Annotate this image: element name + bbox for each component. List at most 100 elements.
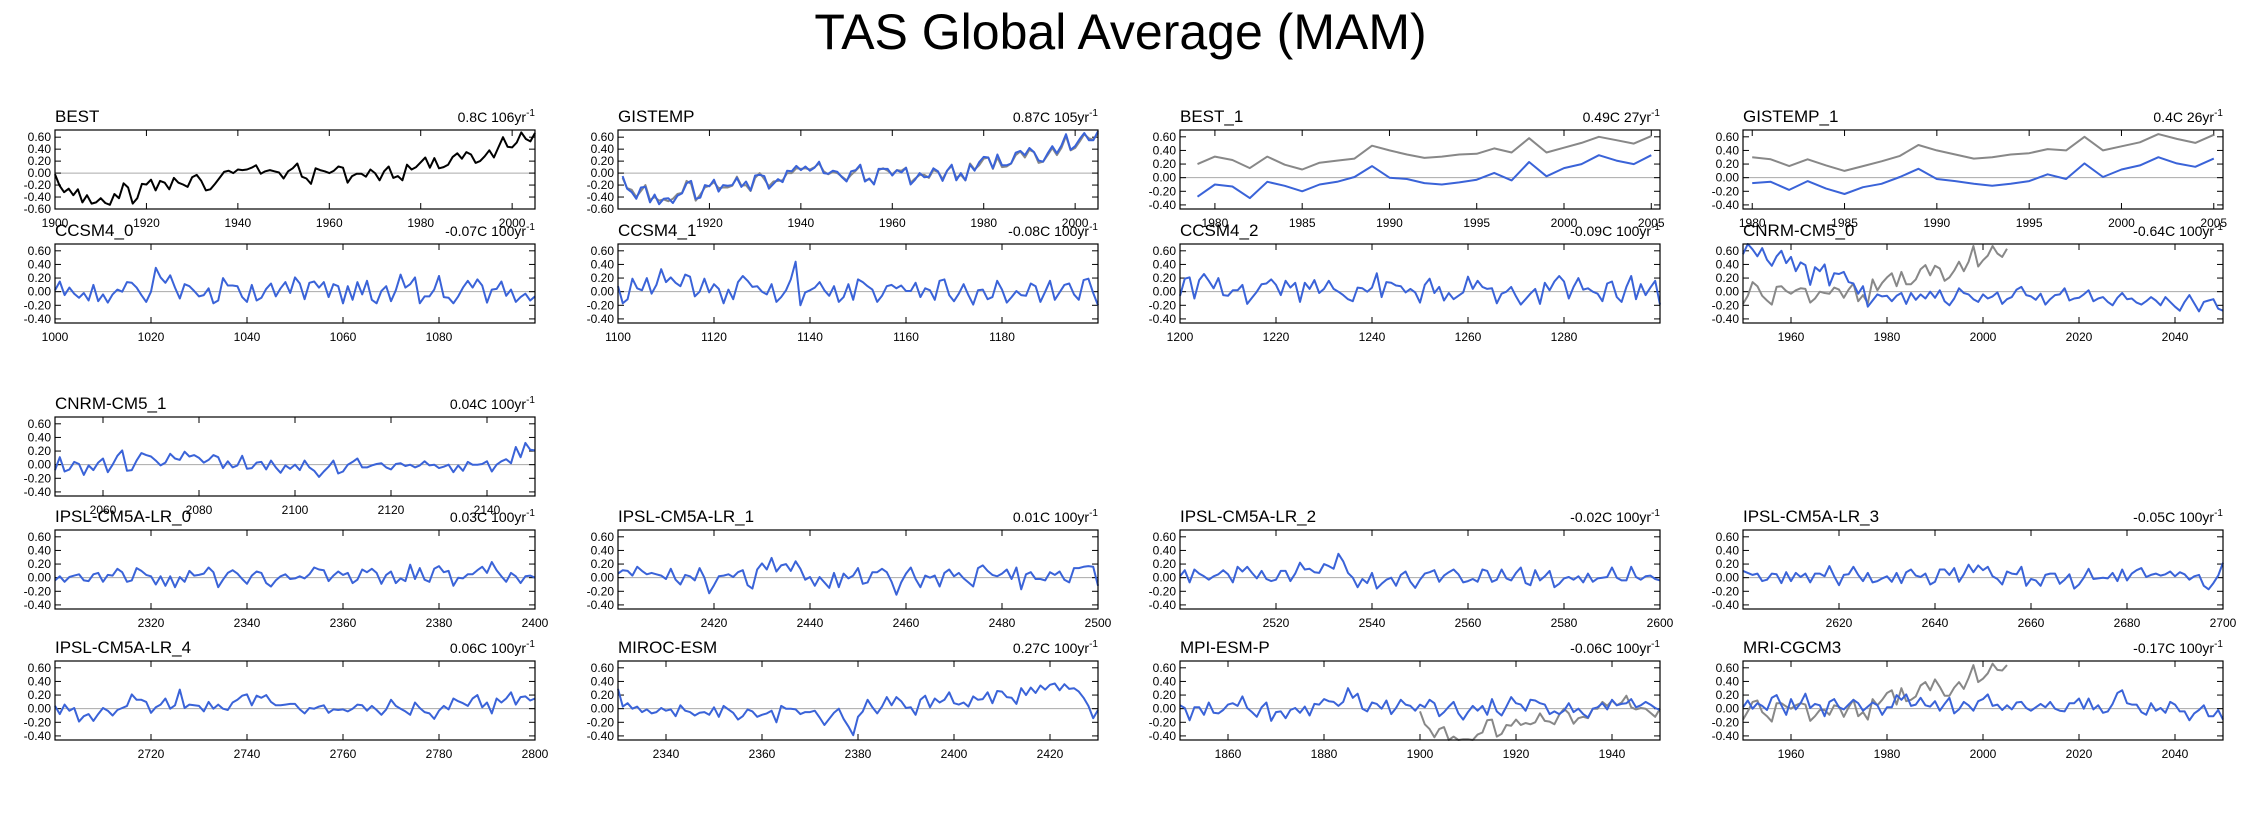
y-tick-label: -0.40 bbox=[1149, 729, 1177, 743]
panel: CNRM-CM5_0 -0.64C 100yr-1 0.600.400.200.00… bbox=[1712, 221, 2224, 344]
y-tick-label: -0.40 bbox=[1712, 198, 1740, 212]
y-tick-label: 0.40 bbox=[28, 543, 52, 557]
y-tick-label: 0.60 bbox=[28, 417, 52, 431]
x-tick-label: 2680 bbox=[2114, 616, 2141, 630]
x-tick-label: 1980 bbox=[1874, 747, 1901, 761]
x-tick-label: 1980 bbox=[1739, 216, 1766, 230]
x-tick-label: 1180 bbox=[989, 330, 1015, 344]
y-tick-label: 0.00 bbox=[1153, 285, 1177, 299]
y-tick-label: 0.40 bbox=[28, 257, 52, 271]
panel-title: MRI-CGCM3 bbox=[1743, 638, 1841, 657]
y-tick-label: -0.40 bbox=[587, 190, 615, 204]
y-tick-label: 0.20 bbox=[591, 271, 615, 285]
trend-value: -0.05C 100yr bbox=[2133, 509, 2214, 525]
panel: MPI-ESM-P -0.06C 100yr-10.600.400.200.00-… bbox=[1149, 638, 1661, 761]
panel-title: IPSL-CM5A-LR_3 bbox=[1743, 507, 1879, 526]
trend-unit-superscript: -1 bbox=[1651, 508, 1660, 519]
panel-title: IPSL-CM5A-LR_4 bbox=[55, 638, 191, 657]
y-tick-label: 0.00 bbox=[28, 166, 52, 180]
y-tick-label: 0.00 bbox=[591, 166, 615, 180]
y-tick-label: 0.40 bbox=[1716, 674, 1740, 688]
x-tick-label: 1960 bbox=[1778, 747, 1805, 761]
y-tick-label: 0.40 bbox=[28, 142, 52, 156]
panel: CCSM4_1 -0.08C 100yr-10.600.400.200.00-0.… bbox=[587, 221, 1099, 344]
y-tick-label: 0.60 bbox=[1716, 530, 1740, 544]
plot-frame bbox=[1179, 243, 1661, 324]
series-line-model bbox=[1752, 156, 2215, 195]
y-tick-label: 0.20 bbox=[1716, 688, 1740, 702]
plot-frame bbox=[1742, 243, 2224, 324]
x-tick-label: 2760 bbox=[330, 747, 357, 761]
y-tick-label: 0.20 bbox=[1153, 557, 1177, 571]
y-tick-label: -0.40 bbox=[1149, 598, 1177, 612]
y-tick-label: 0.00 bbox=[591, 702, 615, 716]
y-tick-label: 0.00 bbox=[1153, 171, 1177, 185]
x-tick-label: 2005 bbox=[2200, 216, 2227, 230]
x-tick-label: 2580 bbox=[1551, 616, 1578, 630]
trend-value: 0.27C 100yr bbox=[1013, 640, 1090, 656]
x-tick-label: 1120 bbox=[701, 330, 727, 344]
plot-frame bbox=[1742, 129, 2224, 210]
y-tick-label: 0.40 bbox=[1716, 257, 1740, 271]
y-tick-label: 0.40 bbox=[28, 674, 52, 688]
series-line-model bbox=[1742, 689, 2224, 722]
trend-label: -0.08C 100yr-1 bbox=[1008, 222, 1098, 239]
x-tick-label: 2040 bbox=[2162, 747, 2189, 761]
y-tick-label: -0.40 bbox=[1712, 312, 1740, 326]
trend-unit-superscript: -1 bbox=[526, 508, 535, 519]
panel: GISTEMP_1 0.4C 26yr-10.600.400.200.00-0.2… bbox=[1712, 107, 2228, 230]
y-tick-label: 0.20 bbox=[1153, 688, 1177, 702]
x-tick-label: 2000 bbox=[1970, 330, 1997, 344]
plot-frame bbox=[54, 529, 536, 610]
y-tick-label: -0.20 bbox=[587, 584, 615, 598]
x-tick-label: 2400 bbox=[941, 747, 968, 761]
figure-title: TAS Global Average (MAM) bbox=[814, 4, 1427, 60]
trend-unit-superscript: -1 bbox=[1089, 639, 1098, 650]
series-line-model bbox=[1179, 552, 1661, 590]
x-tick-label: 1900 bbox=[1407, 747, 1434, 761]
trend-label: -0.17C 100yr-1 bbox=[2133, 639, 2223, 656]
trend-label: 0.27C 100yr-1 bbox=[1013, 639, 1099, 656]
x-tick-label: 1280 bbox=[1551, 330, 1578, 344]
trend-unit-superscript: -1 bbox=[2214, 639, 2223, 650]
y-tick-label: 0.60 bbox=[591, 530, 615, 544]
trend-value: -0.09C 100yr bbox=[1570, 223, 1651, 239]
y-tick-label: -0.20 bbox=[1712, 184, 1740, 198]
trend-unit-superscript: -1 bbox=[1651, 108, 1660, 119]
trend-unit-superscript: -1 bbox=[526, 108, 535, 119]
y-tick-label: -0.20 bbox=[1149, 715, 1177, 729]
trend-value: 0.03C 100yr bbox=[450, 509, 527, 525]
panel-title: GISTEMP_1 bbox=[1743, 107, 1838, 126]
series-line-model bbox=[54, 561, 536, 589]
series-line-obs bbox=[1752, 133, 2215, 172]
x-tick-label: 1990 bbox=[1923, 216, 1950, 230]
x-tick-label: 2720 bbox=[138, 747, 165, 761]
trend-value: -0.02C 100yr bbox=[1570, 509, 1651, 525]
y-tick-label: 0.20 bbox=[28, 557, 52, 571]
x-tick-label: 1980 bbox=[407, 216, 434, 230]
panel-title: MPI-ESM-P bbox=[1180, 638, 1270, 657]
trend-label: 0.03C 100yr-1 bbox=[450, 508, 536, 525]
series-line-model bbox=[1196, 154, 1652, 200]
x-tick-label: 2320 bbox=[138, 616, 165, 630]
y-tick-label: 0.20 bbox=[591, 154, 615, 168]
y-tick-label: -0.20 bbox=[587, 178, 615, 192]
panel: IPSL-CM5A-LR_2 -0.02C 100yr-1 0.600.400.20… bbox=[1149, 507, 1674, 630]
panel: IPSL-CM5A-LR_3 -0.05C 100yr-1 0.600.400.20… bbox=[1712, 507, 2237, 630]
x-tick-label: 2340 bbox=[653, 747, 680, 761]
series-line-model bbox=[1742, 243, 2224, 313]
y-tick-label: -0.20 bbox=[1149, 584, 1177, 598]
y-tick-label: 0.60 bbox=[1716, 661, 1740, 675]
trend-unit-superscript: -1 bbox=[1089, 108, 1098, 119]
panel-title: CCSM4_2 bbox=[1180, 221, 1258, 240]
trend-label: -0.06C 100yr-1 bbox=[1570, 639, 1660, 656]
series-line-model bbox=[621, 130, 1099, 206]
y-tick-label: 0.40 bbox=[1716, 543, 1740, 557]
x-tick-label: 2005 bbox=[1638, 216, 1665, 230]
plot-frame bbox=[617, 660, 1099, 741]
trend-unit-superscript: -1 bbox=[2214, 108, 2223, 119]
y-tick-label: 0.40 bbox=[1153, 674, 1177, 688]
y-tick-label: -0.40 bbox=[587, 729, 615, 743]
trend-label: 0.49C 27yr-1 bbox=[1583, 108, 1661, 125]
trend-value: -0.08C 100yr bbox=[1008, 223, 1089, 239]
